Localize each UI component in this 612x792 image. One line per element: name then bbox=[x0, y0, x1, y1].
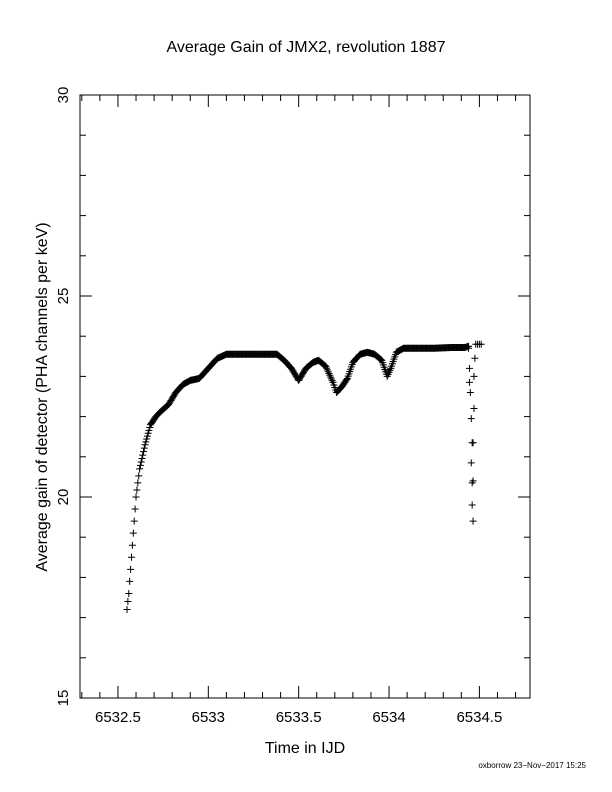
data-point bbox=[128, 541, 136, 549]
data-point bbox=[469, 517, 477, 525]
data-point bbox=[328, 377, 336, 385]
data-point bbox=[132, 493, 140, 501]
data-point bbox=[138, 455, 146, 463]
x-tick-label: 6533 bbox=[192, 709, 225, 726]
data-point bbox=[325, 369, 333, 377]
data-point bbox=[376, 355, 384, 363]
data-point bbox=[470, 405, 478, 413]
data-point bbox=[468, 501, 476, 509]
data-point bbox=[327, 373, 335, 381]
data-point bbox=[137, 458, 145, 466]
data-point bbox=[471, 354, 479, 362]
data-point bbox=[146, 424, 154, 432]
data-point bbox=[469, 477, 477, 485]
data-point bbox=[134, 479, 142, 487]
x-tick-label: 6534 bbox=[372, 709, 405, 726]
data-point bbox=[343, 376, 351, 384]
y-tick-label: 15 bbox=[55, 690, 72, 707]
data-point bbox=[477, 340, 485, 348]
y-axis-label: Average gain of detector (PHA channels p… bbox=[34, 222, 51, 571]
data-point bbox=[139, 451, 147, 459]
data-point bbox=[144, 429, 152, 437]
data-point bbox=[128, 553, 136, 561]
data-point bbox=[131, 505, 139, 513]
data-point bbox=[133, 486, 141, 494]
data-point bbox=[322, 362, 330, 370]
x-tick-label: 6532.5 bbox=[95, 709, 141, 726]
x-tick-label: 6534.5 bbox=[456, 709, 502, 726]
data-point bbox=[127, 565, 135, 573]
data-point bbox=[469, 439, 477, 447]
data-point bbox=[136, 461, 144, 469]
data-point bbox=[466, 388, 474, 396]
plot-frame bbox=[79, 94, 531, 699]
data-point bbox=[323, 364, 331, 372]
data-point bbox=[140, 448, 148, 456]
x-axis-ticks bbox=[81, 95, 517, 698]
data-point bbox=[140, 444, 148, 452]
data-point bbox=[142, 438, 150, 446]
y-tick-label: 30 bbox=[55, 87, 72, 104]
data-point bbox=[136, 465, 144, 473]
chart-title: Average Gain of JMX2, revolution 1887 bbox=[167, 39, 446, 56]
data-point bbox=[123, 606, 131, 614]
data-point bbox=[470, 372, 478, 380]
data-point bbox=[143, 432, 151, 440]
data-point bbox=[465, 364, 473, 372]
data-points bbox=[123, 340, 485, 614]
data-point bbox=[143, 435, 151, 443]
data-point bbox=[467, 415, 475, 423]
y-tick-label: 20 bbox=[55, 489, 72, 506]
y-axis-ticks bbox=[80, 94, 530, 699]
x-tick-label: 6533.5 bbox=[276, 709, 322, 726]
data-point bbox=[465, 344, 473, 352]
y-tick-label: 25 bbox=[55, 288, 72, 305]
data-point bbox=[377, 356, 385, 364]
x-axis-tick-labels: 6532.5 6533 6533.5 6534 6534.5 bbox=[95, 709, 502, 726]
data-point bbox=[129, 529, 137, 537]
data-point bbox=[465, 378, 473, 386]
data-point bbox=[125, 589, 133, 597]
data-point bbox=[135, 472, 143, 480]
data-point bbox=[327, 375, 335, 383]
data-point bbox=[324, 368, 332, 376]
data-point bbox=[126, 577, 134, 585]
data-point bbox=[130, 517, 138, 525]
y-axis-tick-labels: 15 20 25 30 bbox=[55, 87, 72, 707]
data-point bbox=[141, 441, 149, 449]
footer-credit: oxborrow 23−Nov−2017 15:25 bbox=[478, 761, 586, 770]
data-point bbox=[124, 598, 132, 606]
data-point bbox=[145, 426, 153, 434]
data-point bbox=[467, 459, 475, 467]
x-axis-label: Time in IJD bbox=[265, 740, 345, 757]
data-point bbox=[326, 371, 334, 379]
data-point bbox=[323, 366, 331, 374]
